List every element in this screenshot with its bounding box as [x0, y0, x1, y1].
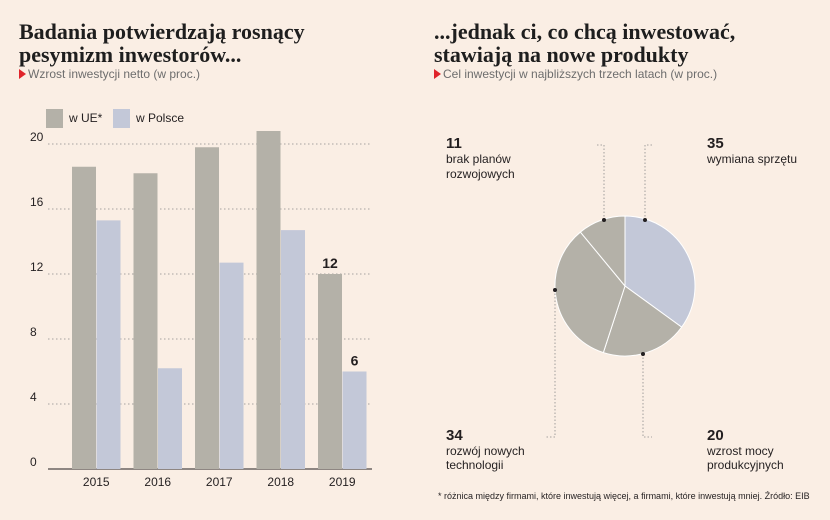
pie-value-wymiana: 35	[707, 135, 724, 152]
x-tick-label: 2015	[83, 475, 110, 489]
y-tick-label: 16	[30, 195, 44, 209]
pie-label-wymiana-1: wymiana sprzętu	[706, 152, 797, 166]
bar-ue	[72, 166, 96, 469]
right-title-line2: stawiają na nowe produkty	[434, 42, 689, 67]
bar-ue	[318, 274, 342, 469]
pie-label-rozwoj-2: technologii	[446, 458, 503, 472]
bar-chart: 0 4 8 12 16 20 2015 2016 2017 2018 2019 12 6 w UE* w…	[30, 109, 372, 489]
x-tick-label: 2017	[206, 475, 233, 489]
pie-slice-brak	[579, 215, 626, 288]
x-tick-label: 2019	[329, 475, 356, 489]
bar-polska	[158, 368, 182, 469]
left-subtitle: Wzrost inwestycji netto (w proc.)	[19, 67, 200, 81]
pie-label-brak-2: rozwojowych	[446, 167, 515, 181]
left-title-line2: pesymizm inwestorów...	[19, 42, 242, 67]
legend-swatch-polska	[113, 109, 130, 128]
x-tick-label: 2018	[267, 475, 294, 489]
leader-line-brak	[595, 144, 605, 220]
left-title: Badania potwierdzają rosnący pesymizm in…	[19, 20, 305, 66]
pie-label-wzrost-1: wzrost mocy	[706, 444, 774, 458]
y-tick-label: 8	[30, 325, 37, 339]
right-subtitle-text: Cel inwestycji w najbliższych trzech lat…	[443, 67, 718, 81]
right-panel: ...jednak ci, co chcą inwestować, stawia…	[415, 0, 830, 520]
pie-slice-wzrost	[602, 285, 683, 357]
bar-polska	[281, 230, 305, 469]
pie-slice-rozwoj	[554, 231, 626, 354]
bar-ue	[256, 131, 281, 469]
leader-dot-wzrost	[641, 352, 645, 356]
left-subtitle-text: Wzrost inwestycji netto (w proc.)	[28, 67, 201, 81]
leader-line-wymiana	[644, 144, 654, 220]
data-label: 6	[351, 353, 359, 369]
y-tick-label: 0	[30, 455, 37, 469]
pie-value-wzrost: 20	[707, 427, 724, 444]
y-tick-label: 20	[30, 130, 44, 144]
bar-polska	[342, 371, 367, 469]
bar-ue	[133, 173, 158, 469]
leader-dot-rozwoj	[553, 288, 557, 292]
legend-label-polska: w Polsce	[135, 111, 184, 125]
bar-ue	[195, 147, 219, 469]
right-subtitle: Cel inwestycji w najbliższych trzech lat…	[434, 67, 717, 81]
pie-label-brak-1: brak planów	[446, 152, 511, 166]
leader-line-wzrost	[642, 354, 652, 438]
footnote: * różnica między firmami, które inwestuj…	[438, 491, 810, 501]
bar-polska	[219, 262, 244, 469]
pie-slice-wymiana	[624, 215, 696, 328]
left-panel: Badania potwierdzają rosnący pesymizm in…	[0, 0, 400, 520]
leader-line-rozwoj	[546, 290, 556, 438]
pie-label-rozwoj-1: rozwój nowych	[446, 444, 525, 458]
right-title-line1: ...jednak ci, co chcą inwestować,	[434, 19, 736, 44]
y-tick-label: 12	[30, 260, 44, 274]
pie-value-brak: 11	[446, 135, 462, 152]
left-title-line1: Badania potwierdzają rosnący	[19, 19, 305, 44]
right-title: ...jednak ci, co chcą inwestować, stawia…	[434, 20, 735, 66]
y-tick-label: 4	[30, 390, 37, 404]
legend-label-ue: w UE*	[68, 111, 103, 125]
red-triangle-icon	[434, 69, 441, 79]
red-triangle-icon	[19, 69, 26, 79]
pie-value-rozwoj: 34	[446, 427, 463, 444]
leader-dot-wymiana	[643, 218, 647, 222]
pie-label-wzrost-2: produkcyjnych	[707, 458, 784, 472]
x-tick-label: 2016	[144, 475, 171, 489]
bar-polska	[96, 220, 121, 469]
data-label: 12	[322, 255, 338, 271]
leader-dot-brak	[602, 218, 606, 222]
legend-swatch-ue	[46, 109, 63, 128]
